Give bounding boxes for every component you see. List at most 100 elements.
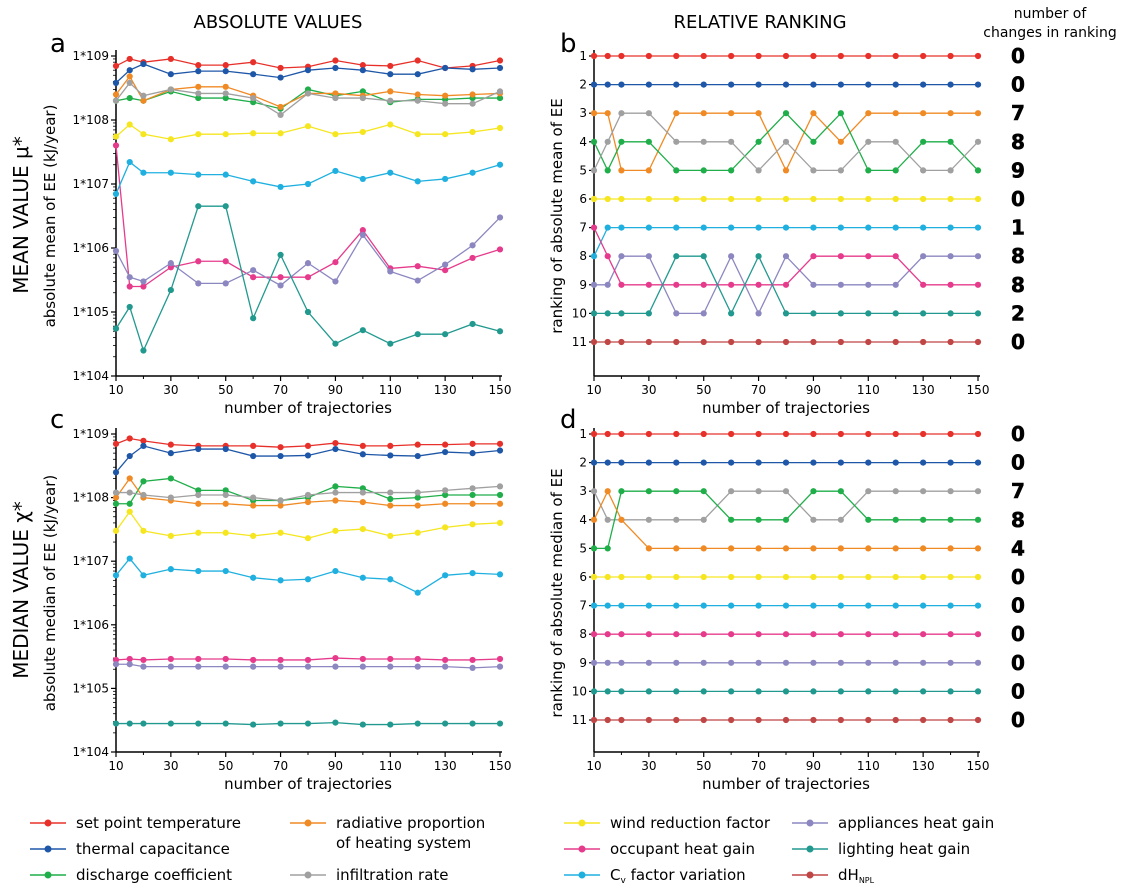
data-point-wind <box>359 128 366 136</box>
x-tick-label: 70 <box>273 383 288 397</box>
x-tick-label: 130 <box>434 759 457 773</box>
data-point-cv <box>700 224 707 231</box>
x-tick-label: 50 <box>696 383 711 397</box>
legend-item-infiltration: infiltration rate <box>290 866 449 884</box>
data-point-thermal_cap <box>947 81 954 88</box>
data-point-radiative <box>947 110 954 117</box>
data-point-lighting <box>112 325 120 332</box>
data-point-infiltration <box>700 516 707 523</box>
data-point-infiltration <box>837 516 844 523</box>
data-point-set_point <box>469 440 476 447</box>
data-point-appliances <box>590 281 598 288</box>
data-point-cv <box>195 567 202 575</box>
data-point-cv <box>496 161 504 168</box>
data-point-occupant <box>700 631 707 638</box>
x-tick-label: 110 <box>379 383 402 397</box>
data-point-occupant <box>250 656 257 664</box>
data-point-lighting <box>700 253 707 260</box>
data-point-appliances <box>140 278 147 285</box>
data-point-lighting <box>167 286 174 294</box>
data-point-discharge <box>604 167 611 174</box>
data-point-appliances <box>947 253 954 260</box>
data-point-discharge <box>700 167 707 174</box>
data-point-cv <box>250 178 257 185</box>
data-point-lighting <box>865 688 872 695</box>
data-point-appliances <box>700 659 707 666</box>
data-point-infiltration <box>112 97 120 104</box>
data-point-infiltration <box>974 138 982 145</box>
series-thermal_cap-a <box>112 60 504 86</box>
series-cv-d <box>590 602 982 609</box>
data-point-set_point <box>947 52 954 60</box>
data-point-dh <box>892 338 899 346</box>
data-point-infiltration <box>332 489 339 496</box>
data-point-radiative <box>590 516 598 523</box>
y-tick-label: 1 <box>579 427 587 441</box>
data-point-cv <box>140 169 147 176</box>
data-point-appliances <box>645 659 652 666</box>
data-point-radiative <box>442 92 449 99</box>
y-tick-label: 8 <box>579 249 587 263</box>
panel-a: 10 30 50 70 90 110 130 150 number of trajectorie… <box>41 49 511 417</box>
data-point-appliances <box>140 663 147 670</box>
data-point-dh <box>728 716 735 724</box>
series-line-thermal_cap <box>115 63 501 84</box>
data-point-occupant <box>810 631 817 638</box>
legend-label-line2: of heating system <box>336 834 471 852</box>
series-lighting-d <box>590 688 982 695</box>
change-count-lighting: 2 <box>1011 301 1025 325</box>
data-point-occupant <box>810 253 817 260</box>
data-point-radiative <box>645 167 652 174</box>
data-point-thermal_cap <box>590 459 598 466</box>
data-point-thermal_cap <box>755 459 762 466</box>
data-point-lighting <box>618 310 625 317</box>
data-point-radiative <box>359 498 366 506</box>
data-point-lighting <box>469 720 476 727</box>
series-line-infiltration <box>593 112 979 172</box>
data-point-occupant <box>140 283 147 290</box>
x-tick-label: 110 <box>857 383 880 397</box>
data-point-cv <box>222 171 229 178</box>
series-occupant-d <box>590 631 982 638</box>
data-point-appliances <box>810 281 817 288</box>
data-point-thermal_cap <box>222 68 229 75</box>
data-point-set_point <box>359 62 366 69</box>
data-point-thermal_cap <box>359 451 366 458</box>
x-tick-label: 50 <box>696 759 711 773</box>
data-point-wind <box>112 527 120 534</box>
data-point-set_point <box>755 430 762 438</box>
data-point-dh <box>755 338 762 346</box>
data-point-cv <box>892 224 899 231</box>
data-point-cv <box>496 571 504 578</box>
data-point-cv <box>755 602 762 609</box>
data-point-infiltration <box>590 488 598 495</box>
x-tick-label: 30 <box>163 759 178 773</box>
data-point-thermal_cap <box>920 81 927 88</box>
data-point-cv <box>140 572 147 579</box>
data-point-set_point <box>618 430 625 438</box>
y-tick-label: 10 <box>572 684 587 698</box>
data-point-appliances <box>590 659 598 666</box>
legend-label: Cv factor variation <box>610 866 746 886</box>
data-point-wind <box>126 121 133 128</box>
data-point-cv <box>865 602 872 609</box>
data-point-dh <box>604 338 611 346</box>
data-point-set_point <box>304 442 312 449</box>
data-point-appliances <box>112 661 120 668</box>
data-point-occupant <box>469 254 476 262</box>
data-point-occupant <box>414 263 421 270</box>
data-point-occupant <box>332 259 339 266</box>
data-point-wind <box>728 573 735 581</box>
series-wind-d <box>590 573 982 581</box>
data-point-appliances <box>442 261 449 268</box>
change-count-infiltration: 9 <box>1011 158 1025 182</box>
x-tick-label: 10 <box>108 383 123 397</box>
data-point-dh <box>837 338 844 346</box>
series-line-cv <box>115 161 501 195</box>
data-point-wind <box>469 128 476 136</box>
data-point-thermal_cap <box>167 71 174 78</box>
data-point-cv <box>604 602 611 609</box>
series-line-radiative <box>115 75 501 108</box>
x-tick-label: 70 <box>751 383 766 397</box>
legend-item-dh: dHNPL <box>792 866 875 885</box>
